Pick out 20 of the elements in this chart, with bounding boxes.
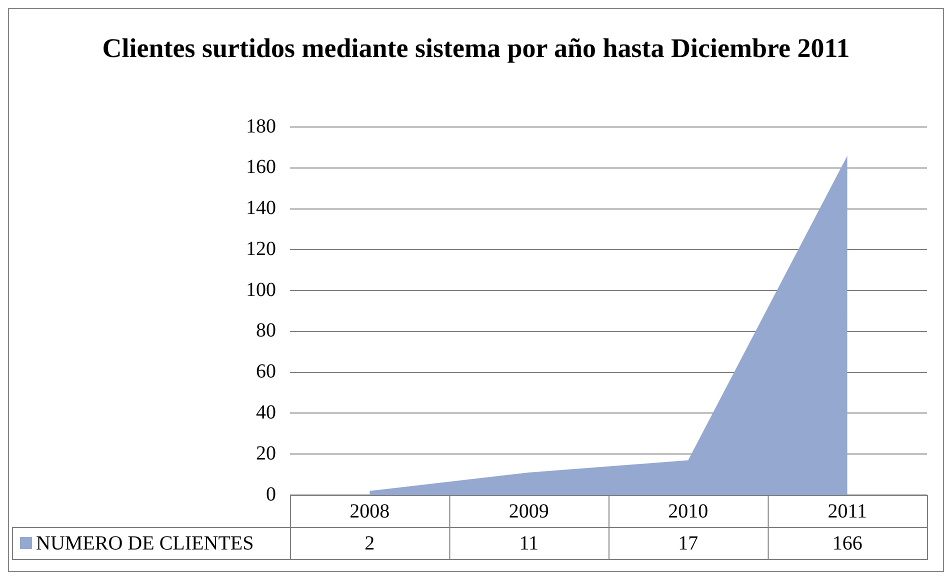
x-tick-label: 2010 xyxy=(668,500,708,522)
data-label: 2 xyxy=(364,532,375,554)
y-tick-label: 80 xyxy=(256,320,276,342)
y-tick-label: 140 xyxy=(246,197,276,220)
x-tick-label: 2008 xyxy=(350,500,390,522)
y-tick-label: 160 xyxy=(246,156,276,178)
y-tick-label: 120 xyxy=(246,238,276,260)
y-tick-label: 0 xyxy=(266,483,276,506)
data-label: 11 xyxy=(519,532,539,554)
x-tick-label: 2009 xyxy=(508,500,549,522)
y-tick-label: 180 xyxy=(246,115,276,138)
data-label: 17 xyxy=(678,532,698,554)
y-tick-label: 100 xyxy=(246,278,276,301)
data-label: 166 xyxy=(832,532,862,554)
y-tick-label: 60 xyxy=(256,360,276,383)
legend-label: NUMERO DE CLIENTES xyxy=(36,532,254,554)
y-tick-label: 40 xyxy=(256,401,276,424)
x-tick-label: 2011 xyxy=(828,500,868,522)
chart-title: Clientes surtidos mediante sistema por año hasta Diciembre 2011 xyxy=(101,32,851,65)
y-tick-label: 20 xyxy=(256,442,276,464)
